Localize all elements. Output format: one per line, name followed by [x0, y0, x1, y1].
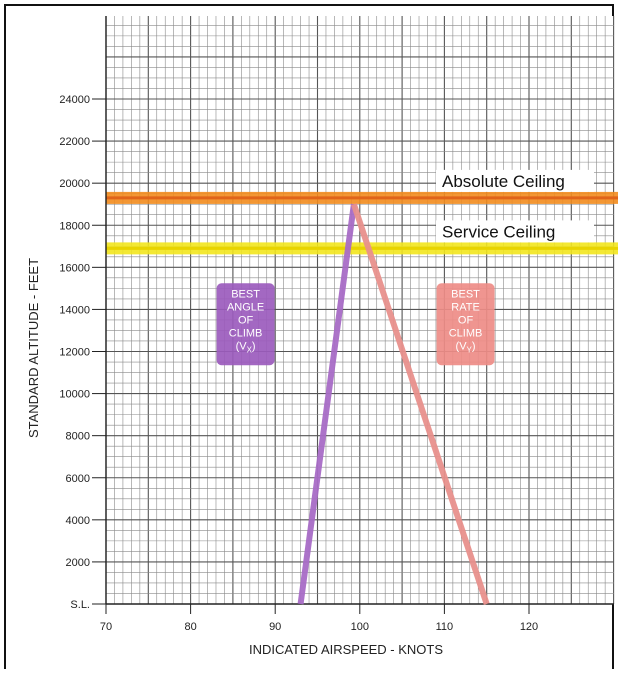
best-rate-box — [436, 283, 495, 366]
annotation-text: OF — [458, 314, 474, 326]
annotation-text: CLIMB — [229, 327, 263, 339]
x-tick-label: 100 — [351, 621, 369, 633]
y-tick-label: 12000 — [59, 347, 90, 359]
annotation-text: ANGLE — [227, 301, 264, 313]
best-rate-line — [351, 203, 490, 605]
y-tick-label: 14000 — [59, 304, 90, 316]
x-tick-label: 70 — [100, 621, 112, 633]
x-tick-label: 120 — [520, 621, 538, 633]
axes: S.L. 2000 4000 6000 8000 10000 12000 14000 16000… — [59, 16, 614, 633]
ceiling-lines: Absolute Ceiling Service Ceiling — [106, 169, 618, 255]
annotation-text: RATE — [451, 301, 480, 313]
y-tick-label: 8000 — [66, 431, 90, 443]
series-lines — [297, 203, 490, 605]
y-tick-label: 2000 — [66, 557, 90, 569]
y-axis-title: STANDARD ALTITUDE - FEET — [26, 258, 41, 438]
annotation-text: BEST — [231, 288, 260, 300]
x-tick-label: 90 — [269, 621, 281, 633]
y-tick-label: 18000 — [59, 220, 90, 232]
x-axis-title: INDICATED AIRSPEED - KNOTS — [249, 642, 443, 657]
ceiling-label: Absolute Ceiling — [442, 172, 565, 191]
y-tick-label: S.L. — [70, 599, 90, 611]
y-tick-label: 10000 — [59, 389, 90, 401]
annotation-text: BEST — [451, 288, 480, 300]
best-angle-line — [297, 203, 357, 605]
y-tick-label: 20000 — [59, 178, 90, 190]
x-tick-label: 80 — [184, 621, 196, 633]
y-tick-label: 6000 — [66, 473, 90, 485]
annotation-text: OF — [238, 314, 254, 326]
annotation-subscript: (VX) — [236, 340, 256, 354]
y-tick-label: 16000 — [59, 262, 90, 274]
y-tick-label: 4000 — [66, 515, 90, 527]
y-tick-label: 22000 — [59, 136, 90, 148]
annotation-text: CLIMB — [449, 327, 483, 339]
ceiling-label-bg — [436, 220, 594, 243]
x-tick-label: 110 — [436, 621, 454, 633]
ceiling-label: Service Ceiling — [442, 222, 555, 241]
best-angle-box — [216, 283, 275, 366]
annotation-subscript: (VY) — [456, 340, 476, 354]
y-tick-label: 24000 — [59, 94, 90, 106]
grid — [105, 16, 615, 605]
ceiling-label-bg — [436, 169, 594, 192]
